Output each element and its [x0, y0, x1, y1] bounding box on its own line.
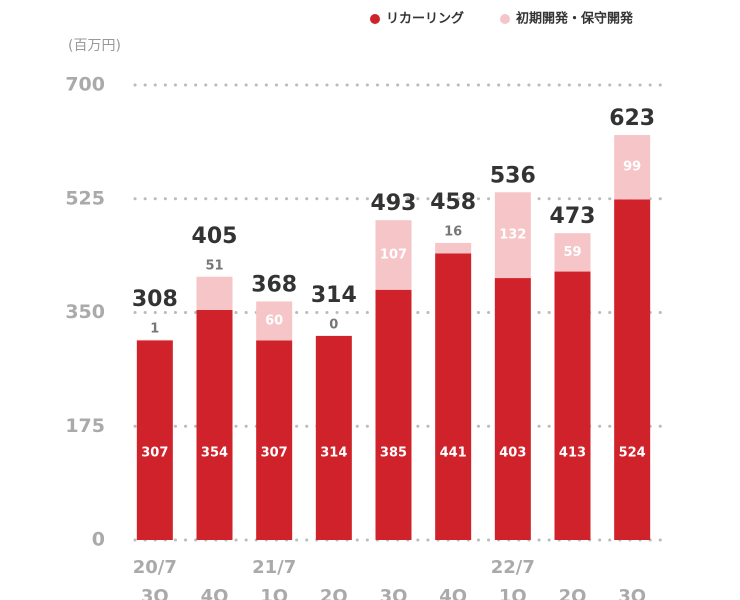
unit-label: (百万円) [68, 38, 121, 54]
legend-label: 初期開発・保守開発 [516, 11, 634, 27]
bar-segment [494, 192, 531, 279]
legend-label: リカーリング [386, 11, 464, 27]
total-label: 368 [251, 272, 297, 297]
total-label: 493 [371, 191, 417, 216]
legend-marker [500, 14, 510, 24]
bar-segment [614, 135, 651, 200]
total-label: 314 [311, 283, 357, 308]
y-tick-label: 175 [65, 415, 105, 437]
value-label: 60 [265, 313, 283, 328]
y-tick-label: 0 [92, 529, 105, 551]
total-label: 536 [490, 163, 536, 188]
bar-segment [256, 301, 293, 341]
x-tick-label: 3Q [618, 586, 646, 600]
value-label: 441 [440, 446, 467, 461]
total-label: 405 [192, 224, 238, 249]
x-tick-label: 3Q [380, 586, 408, 600]
bar-segment [136, 340, 173, 540]
bar-segment [554, 233, 591, 272]
value-label: 1 [150, 321, 159, 336]
bar-segment [494, 278, 531, 540]
y-tick-label: 525 [65, 187, 105, 209]
value-label: 132 [499, 228, 526, 243]
x-tick-label: 4Q [439, 586, 467, 600]
x-tick-label: 2Q [320, 586, 348, 600]
bar-segment [375, 220, 412, 290]
value-label: 0 [329, 317, 338, 332]
x-tick-label: 1Q [260, 586, 288, 600]
total-label: 458 [430, 190, 476, 215]
value-label: 307 [141, 446, 168, 461]
y-tick-label: 700 [65, 74, 105, 96]
bar-segment [435, 242, 472, 254]
x-tick-label: 1Q [499, 586, 527, 600]
x-period-label: 20/7 [133, 557, 177, 578]
value-label: 413 [559, 446, 586, 461]
total-label: 473 [550, 204, 596, 229]
bar-segment [256, 340, 293, 540]
value-label: 51 [205, 258, 223, 273]
bar-segment [196, 276, 233, 310]
y-tick-label: 350 [65, 301, 105, 323]
total-label: 308 [132, 287, 178, 312]
value-label: 403 [499, 446, 526, 461]
bar-segment [554, 271, 591, 540]
bar-segment [435, 253, 472, 540]
x-tick-label: 2Q [559, 586, 587, 600]
value-label: 524 [619, 446, 646, 461]
bar-segment [136, 339, 173, 341]
value-label: 385 [380, 446, 407, 461]
value-label: 314 [320, 446, 347, 461]
value-label: 99 [623, 160, 641, 175]
bar-segment [614, 199, 651, 540]
value-label: 16 [444, 224, 462, 239]
value-label: 59 [563, 245, 581, 260]
total-label: 623 [609, 106, 655, 131]
value-label: 107 [380, 247, 407, 262]
bar-segment [196, 309, 233, 540]
x-tick-label: 3Q [141, 586, 169, 600]
value-label: 307 [261, 446, 288, 461]
value-label: 354 [201, 446, 228, 461]
bar-segment [315, 335, 352, 540]
bar-segment [375, 289, 412, 540]
x-period-label: 22/7 [491, 557, 535, 578]
x-tick-label: 4Q [201, 586, 229, 600]
legend-marker [370, 14, 380, 24]
x-period-label: 21/7 [252, 557, 296, 578]
